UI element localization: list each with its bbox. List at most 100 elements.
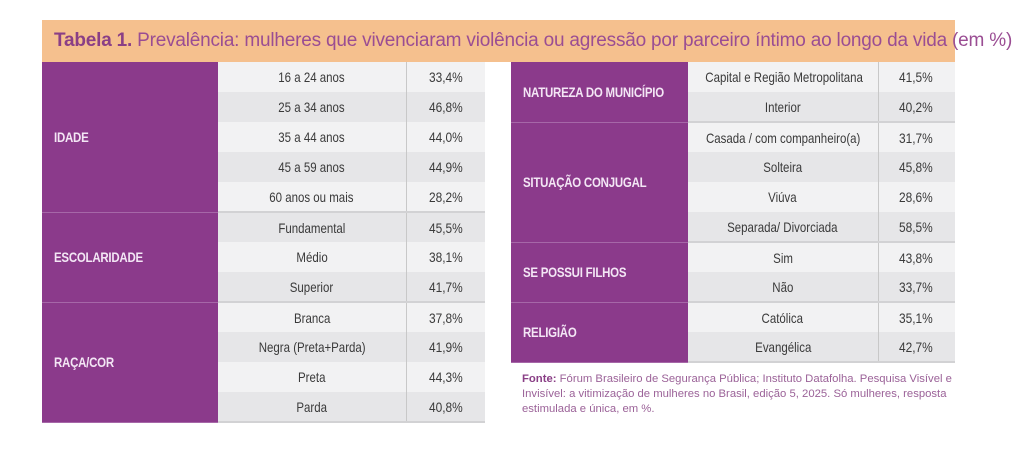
table-row: NATUREZA DO MUNICÍPIO Capital e Região Me… [511,62,955,123]
category-label: 45 a 59 anos [278,159,345,175]
category-cell: Negra (Preta+Parda) [218,332,407,362]
category-cell: Superior [218,272,407,303]
table-row: RELIGIÃO Católica 35,1% [511,302,955,363]
percentage-value: 40,2% [899,98,933,115]
value-cell: 41,5% [878,62,955,92]
category-label: Médio [296,249,328,265]
value-cell: 45,5% [406,212,485,242]
group-header-label: SE POSSUI FILHOS [523,264,627,280]
table-row: 45 a 59 anos 44,9% [42,152,485,182]
source-text: Fórum Brasileiro de Segurança Pública; I… [522,373,952,415]
group-header-label: ESCOLARIDADE [54,249,143,265]
table-title-text: Prevalência: mulheres que vivenciaram vi… [137,30,1013,51]
value-cell: 28,2% [406,182,485,213]
value-cell: 43,8% [878,242,955,272]
group-header: SE POSSUI FILHOS [511,242,688,303]
category-cell: Branca [218,302,407,332]
table-row: Negra (Preta+Parda) 41,9% [42,332,485,362]
percentage-value: 46,8% [429,99,463,115]
category-label: Negra (Preta+Parda) [258,339,366,355]
value-cell: 40,8% [406,392,485,423]
source-label: Fonte: [522,373,557,385]
category-cell: 16 a 24 anos [218,62,407,92]
category-cell: 45 a 59 anos [218,152,407,182]
percentage-value: 41,9% [429,339,463,355]
category-label: Viúva [768,189,798,205]
category-label: Parda [296,398,328,415]
category-label: Preta [298,369,326,385]
table-row: 60 anos ou mais 28,2% [42,182,485,213]
percentage-value: 42,7% [899,338,933,355]
percentage-value: 40,8% [429,398,463,415]
category-cell: 35 a 44 anos [218,122,407,152]
category-label: Evangélica [754,338,811,355]
value-cell: 41,9% [406,332,485,362]
group-header-label: NATUREZA DO MUNICÍPIO [523,83,664,100]
category-label: 16 a 24 anos [278,69,345,85]
table-row: Solteira 45,8% [511,152,955,182]
percentage-value: 41,7% [429,278,463,295]
value-cell: 28,6% [878,182,955,212]
value-cell: 42,7% [878,332,955,363]
category-label: Interior [764,98,801,115]
category-label: Casada / com companheiro(a) [705,129,860,146]
group-header: NATUREZA DO MUNICÍPIO [511,62,688,123]
group-header-label: RAÇA/COR [54,354,114,370]
value-cell: 33,4% [406,62,485,92]
percentage-value: 45,8% [899,159,933,175]
category-cell: Solteira [688,152,879,182]
percentage-value: 33,4% [429,69,463,85]
group-header-label: SITUAÇÃO CONJUGAL [523,174,647,190]
table-row: IDADE 16 a 24 anos 33,4% [42,62,485,213]
category-cell: Parda [218,392,407,423]
value-cell: 35,1% [878,302,955,332]
table-row: Evangélica 42,7% [511,332,955,363]
value-cell: 44,3% [406,362,485,392]
category-cell: Médio [218,242,407,272]
group-header: IDADE [42,62,218,213]
category-cell: Não [688,272,879,303]
group-header-label: RELIGIÃO [523,324,577,340]
value-cell: 45,8% [878,152,955,182]
category-cell: 25 a 34 anos [218,92,407,122]
value-cell: 44,0% [406,122,485,152]
category-label: 35 a 44 anos [278,129,345,145]
category-cell: Preta [218,362,407,392]
right-table: NATUREZA DO MUNICÍPIO Capital e Região Me… [511,62,955,363]
group-header-label: IDADE [54,128,89,145]
category-label: Católica [762,309,804,326]
table-row: Superior 41,7% [42,272,485,303]
category-label: 25 a 34 anos [278,99,345,115]
category-cell: Evangélica [688,332,879,363]
category-label: 60 anos ou mais [269,188,354,205]
table-row: RAÇA/COR Branca 37,8% [42,302,485,423]
percentage-value: 33,7% [899,278,933,295]
value-cell: 33,7% [878,272,955,303]
category-cell: Casada / com companheiro(a) [688,122,879,152]
table-row: SITUAÇÃO CONJUGAL Casada / com companheir… [511,122,955,243]
value-cell: 38,1% [406,242,485,272]
table-row: Parda 40,8% [42,392,485,423]
category-label: Fundamental [278,219,346,236]
category-label: Capital e Região Metropolitana [705,69,863,85]
category-cell: Interior [688,92,879,123]
percentage-value: 43,8% [899,249,933,266]
table-row: Médio 38,1% [42,242,485,272]
percentage-value: 44,3% [429,369,463,385]
percentage-value: 38,1% [429,249,463,265]
category-label: Sim [772,249,793,266]
percentage-value: 28,2% [429,188,463,205]
percentage-value: 37,8% [429,309,463,326]
value-cell: 31,7% [878,122,955,152]
table-row: 25 a 34 anos 46,8% [42,92,485,122]
category-cell: Católica [688,302,879,332]
category-label: Não [772,278,794,295]
category-label: Solteira [763,159,803,175]
value-cell: 41,7% [406,272,485,303]
percentage-value: 58,5% [899,218,933,235]
category-cell: Viúva [688,182,879,212]
category-cell: Sim [688,242,879,272]
group-header: RAÇA/COR [42,302,218,423]
group-header: ESCOLARIDADE [42,212,218,303]
percentage-value: 45,5% [429,219,463,236]
